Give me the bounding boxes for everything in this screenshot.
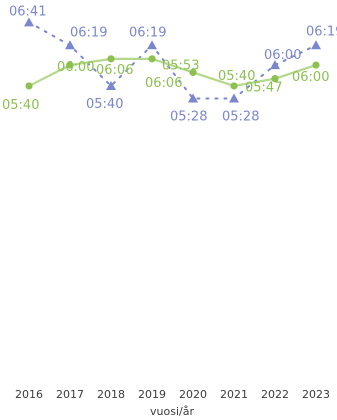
x-tick-label: 2016 — [15, 388, 43, 401]
series-1-line — [28, 21, 317, 100]
series-2-data-label: 05:53 — [162, 58, 199, 73]
x-tick-label: 2020 — [179, 388, 207, 401]
series-2-point — [148, 55, 156, 63]
series-1-data-label: 06:19 — [70, 25, 107, 40]
series-2-data-label: 05:40 — [218, 69, 255, 84]
series-1-data-label: 06:19 — [306, 24, 337, 39]
series-1-data-label: 06:41 — [9, 4, 46, 19]
series-labels: 06:41 06:19 05:40 06:19 05:28 05:28 06:00 06:19… — [2, 4, 337, 124]
series-2-point — [107, 55, 115, 63]
series-1-data-label: 05:28 — [222, 109, 259, 124]
series-2-point — [312, 61, 320, 69]
series-2-point — [189, 68, 197, 76]
x-axis-ticks: 2016 2017 2018 2019 2020 2021 2022 2023 — [15, 388, 330, 401]
series-2-data-label: 06:06 — [96, 63, 133, 78]
x-tick-label: 2019 — [138, 388, 166, 401]
series-1-point — [24, 17, 34, 27]
x-axis-title: vuosi/år — [150, 405, 194, 418]
series-lines — [27, 21, 318, 100]
x-tick-label: 2018 — [97, 388, 125, 401]
series-1-data-label: 05:40 — [86, 97, 123, 112]
series-1-point — [229, 93, 239, 103]
series-2-data-label: 05:40 — [2, 98, 39, 113]
series-2-data-label: 06:00 — [292, 70, 329, 85]
x-tick-label: 2021 — [220, 388, 248, 401]
series-2-point — [271, 75, 279, 83]
series-2-point — [66, 61, 74, 69]
series-2-data-label: 05:47 — [245, 81, 282, 96]
series-2-point — [25, 82, 33, 90]
series-1-point — [147, 40, 157, 50]
x-tick-label: 2023 — [302, 388, 330, 401]
x-tick-label: 2022 — [261, 388, 289, 401]
series-1-point — [311, 40, 321, 50]
series-markers — [24, 17, 321, 103]
series-2-point — [230, 82, 238, 90]
series-1-point — [188, 93, 198, 103]
series-2-line — [27, 57, 318, 88]
series-2-data-label: 06:00 — [57, 60, 94, 75]
series-1-data-label: 06:19 — [129, 25, 166, 40]
series-1-point — [106, 80, 116, 90]
series-1-point — [65, 40, 75, 50]
x-tick-label: 2017 — [56, 388, 84, 401]
series-1-point — [270, 60, 280, 70]
series-2-data-label: 06:06 — [145, 76, 182, 91]
series-1-data-label: 06:00 — [264, 48, 301, 63]
series-1-data-label: 05:28 — [170, 109, 207, 124]
